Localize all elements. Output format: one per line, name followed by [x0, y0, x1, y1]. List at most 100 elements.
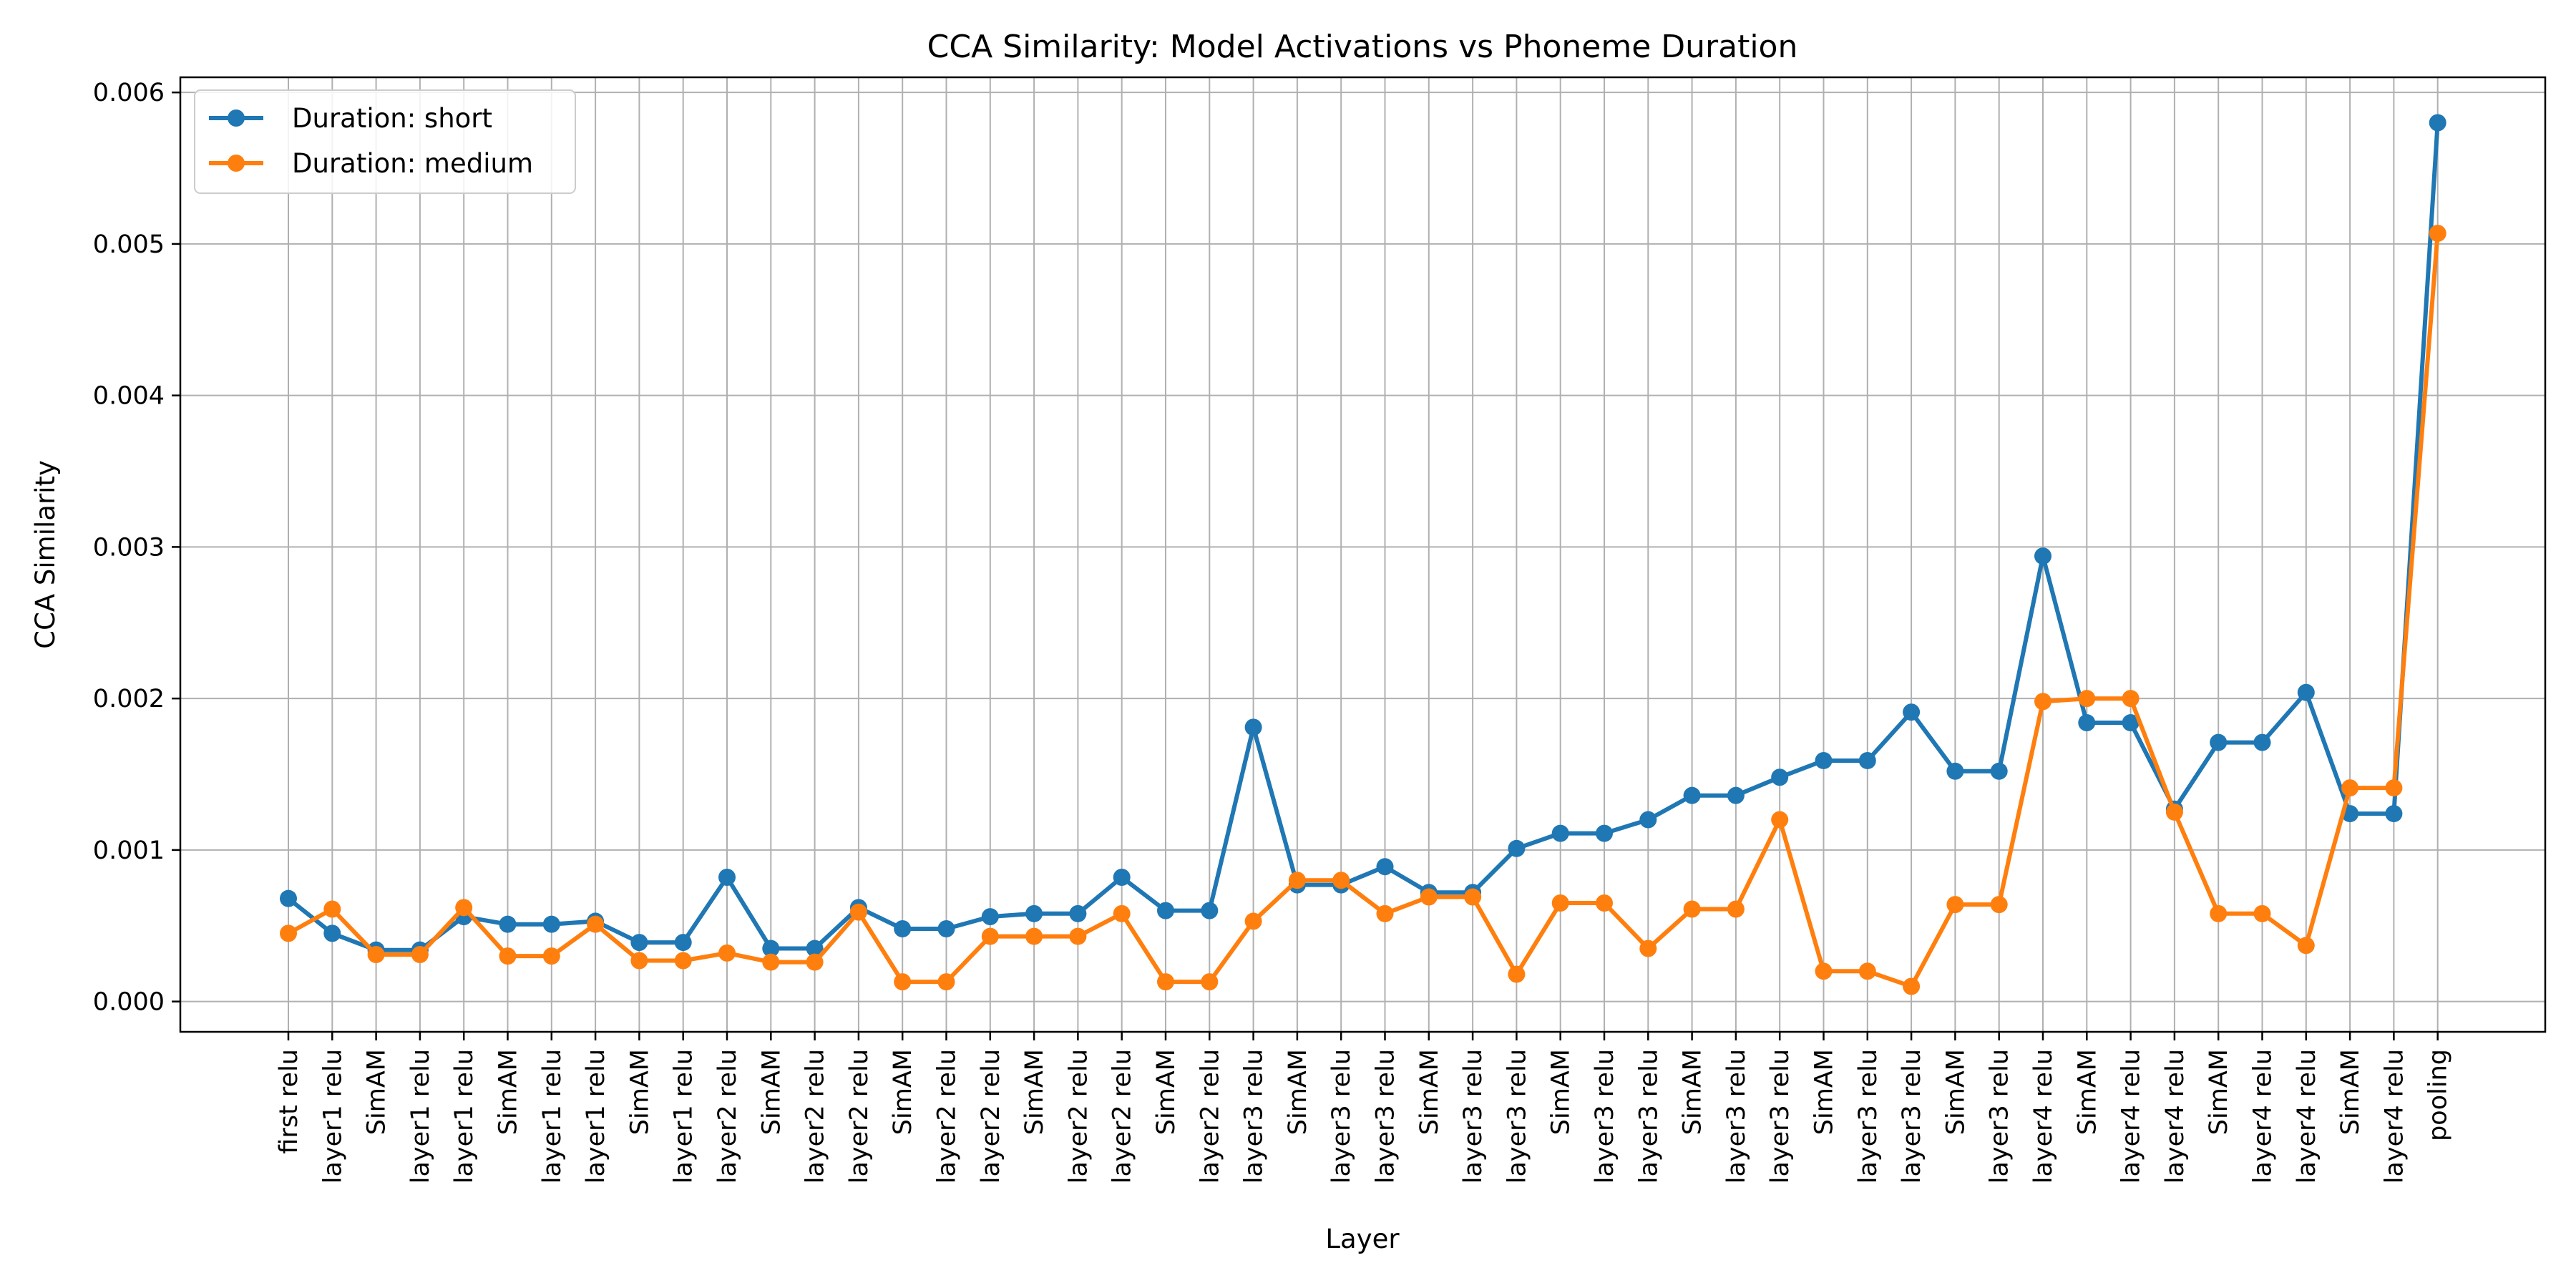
- data-point: [1288, 872, 1306, 889]
- data-point: [2385, 805, 2403, 823]
- data-point: [1376, 858, 1394, 876]
- x-tick-label: layer3 relu: [1459, 1049, 1488, 1184]
- x-tick-label: layer3 relu: [1591, 1049, 1619, 1184]
- data-point: [323, 924, 341, 942]
- data-point: [1990, 896, 2008, 914]
- data-point: [1639, 811, 1657, 829]
- data-point: [2253, 904, 2271, 922]
- data-point: [2122, 714, 2140, 732]
- x-tick-label: layer2 relu: [845, 1049, 874, 1184]
- data-point: [411, 946, 429, 964]
- legend-entry-medium: Duration: medium: [209, 148, 533, 179]
- data-point: [762, 940, 780, 957]
- x-tick-label: layer2 relu: [713, 1049, 742, 1184]
- legend-frame: [194, 89, 576, 194]
- data-point: [1332, 872, 1350, 889]
- data-point: [1551, 824, 1569, 842]
- x-tick-label: layer1 relu: [406, 1049, 435, 1184]
- data-point: [2297, 683, 2315, 701]
- x-tick-label: SimAM: [2073, 1049, 2102, 1135]
- x-tick-label: SimAM: [757, 1049, 786, 1135]
- x-tick-label: layer2 relu: [1108, 1049, 1137, 1184]
- x-tick-label: layer3 relu: [1854, 1049, 1883, 1184]
- x-tick-label: layer3 relu: [1634, 1049, 1663, 1184]
- series-medium: [280, 225, 2446, 995]
- legend-label-short: Duration: short: [292, 103, 492, 134]
- x-tick-label: layer1 relu: [450, 1049, 479, 1184]
- data-point: [806, 940, 824, 957]
- data-point: [1244, 912, 1262, 930]
- data-point: [1201, 973, 1219, 991]
- legend-entry-short: Duration: short: [209, 103, 492, 134]
- y-tick-label: 0.002: [93, 685, 165, 713]
- x-tick-label: layer3 relu: [1722, 1049, 1751, 1184]
- x-tick-label: layer3 relu: [1766, 1049, 1795, 1184]
- x-tick-label: layer4 relu: [2293, 1049, 2321, 1184]
- data-point: [1815, 751, 1833, 769]
- data-point: [2034, 547, 2051, 565]
- data-point: [937, 973, 955, 991]
- data-point: [718, 869, 736, 887]
- x-tick-label: pooling: [2424, 1049, 2453, 1141]
- series-group: [280, 114, 2446, 995]
- y-tick-label: 0.006: [93, 79, 165, 107]
- data-point: [1903, 703, 1921, 721]
- data-point: [542, 947, 560, 965]
- y-axis-label: CCA Similarity: [30, 460, 61, 649]
- data-point: [1025, 927, 1043, 945]
- x-tick-label: first relu: [275, 1049, 303, 1154]
- data-point: [1508, 839, 1526, 857]
- data-point: [1903, 977, 1921, 995]
- x-tick-label: layer3 relu: [1372, 1049, 1400, 1184]
- x-tick-label: layer2 relu: [977, 1049, 1005, 1184]
- data-point: [806, 953, 824, 971]
- data-point: [1508, 965, 1526, 983]
- data-point: [1858, 751, 1876, 769]
- x-tick-label: layer4 relu: [2029, 1049, 2058, 1184]
- x-tick-label: layer2 relu: [1196, 1049, 1224, 1184]
- data-point: [280, 889, 297, 907]
- data-point: [2297, 937, 2315, 955]
- x-tick-label: SimAM: [1547, 1049, 1576, 1135]
- data-point: [674, 934, 692, 952]
- data-point: [1596, 824, 1613, 842]
- grid-lines: [180, 77, 2545, 1032]
- data-point: [1157, 902, 1174, 919]
- x-axis: first relu layer1 relu SimAM layer1 relu lay…: [275, 1032, 2453, 1184]
- data-point: [2122, 690, 2140, 708]
- x-tick-label: layer2 relu: [933, 1049, 962, 1184]
- x-tick-label: SimAM: [1810, 1049, 1839, 1135]
- data-point: [718, 944, 736, 962]
- x-tick-label: layer3 relu: [1503, 1049, 1531, 1184]
- data-point: [1551, 894, 1569, 912]
- data-point: [280, 924, 297, 942]
- data-point: [1639, 940, 1657, 957]
- data-point: [2078, 714, 2096, 732]
- data-point: [1464, 888, 1482, 906]
- data-point: [674, 952, 692, 970]
- data-point: [1727, 900, 1745, 918]
- data-point: [1771, 811, 1789, 829]
- data-point: [323, 900, 341, 918]
- data-point: [1683, 900, 1701, 918]
- data-point: [1376, 904, 1394, 922]
- x-tick-label: layer3 relu: [1986, 1049, 2014, 1184]
- data-point: [630, 952, 648, 970]
- x-tick-label: layer1 relu: [538, 1049, 567, 1184]
- data-point: [2210, 904, 2228, 922]
- data-point: [762, 953, 780, 971]
- x-tick-label: SimAM: [1284, 1049, 1312, 1135]
- x-tick-label: SimAM: [1415, 1049, 1444, 1135]
- y-tick-label: 0.003: [93, 533, 165, 562]
- x-tick-label: SimAM: [363, 1049, 391, 1135]
- x-tick-label: layer2 relu: [1064, 1049, 1093, 1184]
- legend-marker-short: [228, 109, 245, 127]
- x-tick-label: layer4 relu: [2161, 1049, 2190, 1184]
- data-point: [937, 920, 955, 938]
- data-point: [2429, 225, 2446, 243]
- data-point: [1201, 902, 1219, 919]
- x-tick-label: layer2 relu: [801, 1049, 830, 1184]
- data-point: [849, 903, 867, 921]
- x-tick-label: layer1 relu: [670, 1049, 698, 1184]
- data-point: [1596, 894, 1613, 912]
